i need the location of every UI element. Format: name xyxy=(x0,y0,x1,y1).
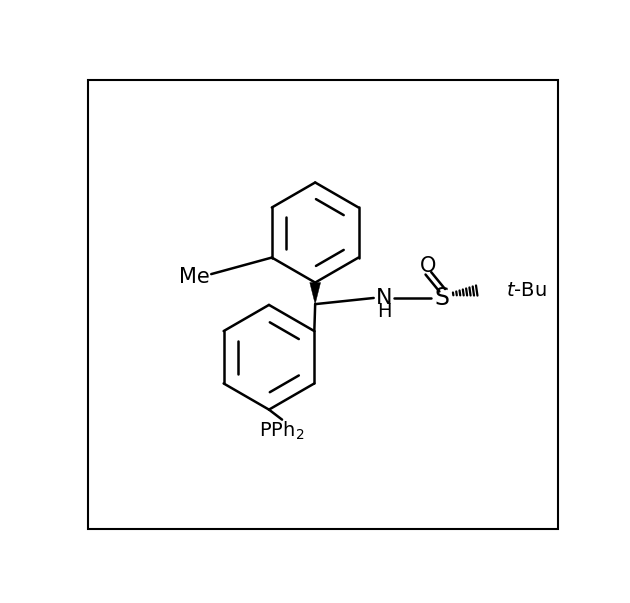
Text: O: O xyxy=(420,256,437,276)
Polygon shape xyxy=(310,283,321,304)
Text: PPh$_2$: PPh$_2$ xyxy=(260,419,305,441)
Text: $\it{t}$-Bu: $\it{t}$-Bu xyxy=(506,281,547,300)
Text: N: N xyxy=(376,288,392,308)
Text: Me: Me xyxy=(179,267,210,287)
Text: S: S xyxy=(435,286,450,310)
Text: H: H xyxy=(377,302,392,321)
